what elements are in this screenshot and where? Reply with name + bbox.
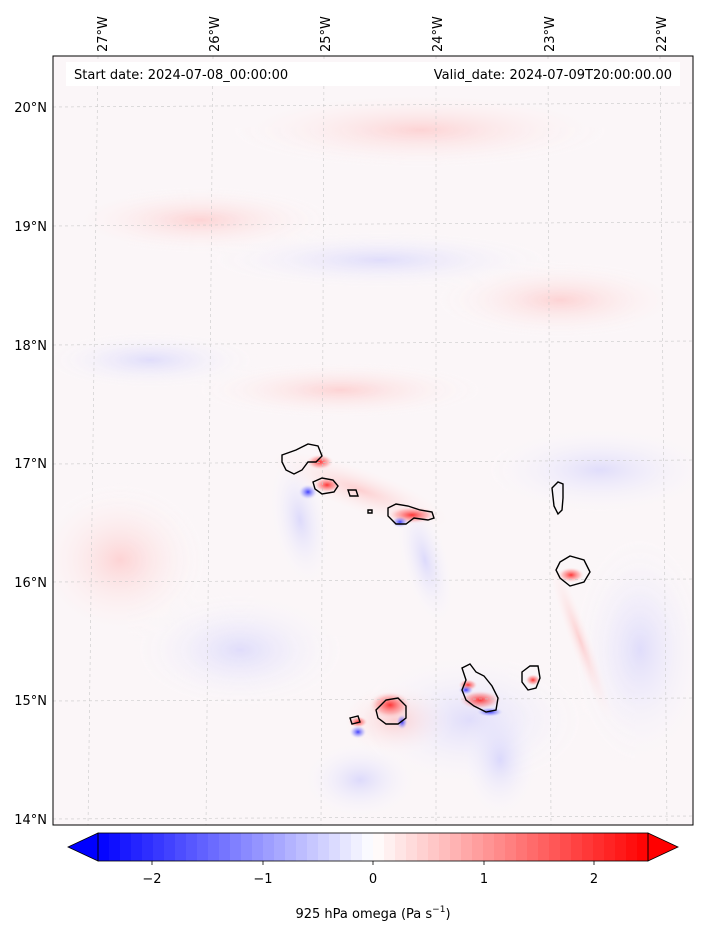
colorbar-segment bbox=[362, 833, 374, 861]
colorbar-segment bbox=[241, 833, 253, 861]
colorbar-segment bbox=[98, 833, 110, 861]
colorbar-segment bbox=[472, 833, 484, 861]
colorbar-segment bbox=[527, 833, 539, 861]
island-santiago bbox=[461, 663, 499, 713]
gridlines bbox=[53, 56, 693, 825]
colorbar-segment bbox=[450, 833, 462, 861]
lat-tick-label: 14°N bbox=[14, 813, 47, 828]
colorbar-segment bbox=[417, 833, 429, 861]
island-santa-luzia bbox=[347, 489, 359, 497]
lon-tick-label: 23°W bbox=[543, 16, 558, 52]
lon-tick-label: 24°W bbox=[431, 16, 446, 52]
lon-tick-label: 26°W bbox=[208, 16, 223, 52]
colorbar-segment bbox=[637, 833, 649, 861]
colorbar-segment bbox=[175, 833, 187, 861]
colorbar-segment bbox=[109, 833, 121, 861]
colorbar-tick-label: 1 bbox=[480, 872, 488, 887]
colorbar-min-extend-arrow bbox=[67, 832, 99, 862]
colorbar-segment bbox=[582, 833, 594, 861]
lon-tick-label: 27°W bbox=[96, 16, 111, 52]
info-box bbox=[66, 62, 680, 86]
colorbar-segment bbox=[571, 833, 583, 861]
colorbar-segment bbox=[406, 833, 418, 861]
island-maio bbox=[521, 665, 541, 691]
colorbar-tick-label: −2 bbox=[142, 872, 161, 887]
colorbar-segment bbox=[164, 833, 176, 861]
island-brava bbox=[349, 715, 361, 725]
colorbar-segment bbox=[230, 833, 242, 861]
valid-date-text: Valid_date: 2024-07-09T20:00:00.00 bbox=[434, 68, 672, 83]
colorbar-segment bbox=[274, 833, 286, 861]
colorbar-segment bbox=[483, 833, 495, 861]
colorbar: −2 −1 0 1 2 925 hPa omega (Pa s−1) bbox=[67, 832, 679, 922]
colorbar-segment bbox=[318, 833, 330, 861]
colorbar-segment bbox=[395, 833, 407, 861]
colorbar-segment bbox=[329, 833, 341, 861]
colorbar-segment bbox=[263, 833, 275, 861]
lon-tick-label: 25°W bbox=[319, 16, 334, 52]
colorbar-segment bbox=[538, 833, 550, 861]
colorbar-segment bbox=[373, 833, 385, 861]
colorbar-segment bbox=[505, 833, 517, 861]
lat-tick-label: 20°N bbox=[14, 101, 47, 116]
colorbar-max-extend-arrow bbox=[647, 832, 679, 862]
colorbar-segment bbox=[560, 833, 572, 861]
colorbar-segment bbox=[428, 833, 440, 861]
colorbar-segment bbox=[186, 833, 198, 861]
colorbar-segment bbox=[549, 833, 561, 861]
lat-tick-label: 19°N bbox=[14, 220, 47, 235]
omega-field bbox=[53, 56, 693, 825]
colorbar-segment bbox=[604, 833, 616, 861]
colorbar-ticks bbox=[151, 861, 595, 865]
colorbar-segment bbox=[285, 833, 297, 861]
colorbar-segment bbox=[494, 833, 506, 861]
colorbar-segment bbox=[593, 833, 605, 861]
colorbar-segment bbox=[351, 833, 363, 861]
colorbar-segments bbox=[98, 833, 649, 861]
colorbar-segment bbox=[208, 833, 220, 861]
lat-tick-label: 15°N bbox=[14, 694, 47, 709]
lat-tick-label: 17°N bbox=[14, 457, 47, 472]
colorbar-segment bbox=[516, 833, 528, 861]
lon-tick-label: 22°W bbox=[655, 16, 670, 52]
island-boa-vista bbox=[555, 555, 591, 587]
island-sal bbox=[551, 481, 564, 516]
colorbar-segment bbox=[439, 833, 451, 861]
colorbar-segment bbox=[615, 833, 627, 861]
latitude-labels: 20°N 19°N 18°N 17°N 16°N 15°N 14°N bbox=[14, 101, 47, 828]
lat-tick-label: 18°N bbox=[14, 339, 47, 354]
colorbar-segment bbox=[340, 833, 352, 861]
colorbar-segment bbox=[142, 833, 154, 861]
lat-tick-label: 16°N bbox=[14, 576, 47, 591]
colorbar-segment bbox=[461, 833, 473, 861]
colorbar-segment bbox=[626, 833, 638, 861]
map-border bbox=[52, 55, 694, 826]
colorbar-segment bbox=[131, 833, 143, 861]
colorbar-segment bbox=[307, 833, 319, 861]
colorbar-tick-label: 0 bbox=[369, 872, 377, 887]
island-branco bbox=[367, 509, 373, 514]
island-sao-nicolau bbox=[387, 503, 435, 525]
colorbar-tick-label: −1 bbox=[253, 872, 272, 887]
colorbar-segment bbox=[219, 833, 231, 861]
colorbar-segment bbox=[252, 833, 264, 861]
colorbar-tick-label: 2 bbox=[590, 872, 598, 887]
colorbar-segment bbox=[197, 833, 209, 861]
island-sao-vicente bbox=[312, 477, 339, 495]
island-santo-antao bbox=[281, 443, 323, 475]
colorbar-title: 925 hPa omega (Pa s−1) bbox=[295, 905, 450, 922]
start-date-text: Start date: 2024-07-08_00:00:00 bbox=[74, 68, 288, 83]
colorbar-segment bbox=[296, 833, 308, 861]
colorbar-segment bbox=[153, 833, 165, 861]
island-coastlines bbox=[281, 443, 591, 725]
colorbar-segment bbox=[384, 833, 396, 861]
island-fogo bbox=[375, 697, 407, 725]
longitude-labels: 27°W 26°W 25°W 24°W 23°W 22°W bbox=[96, 16, 670, 52]
colorbar-segment bbox=[120, 833, 132, 861]
